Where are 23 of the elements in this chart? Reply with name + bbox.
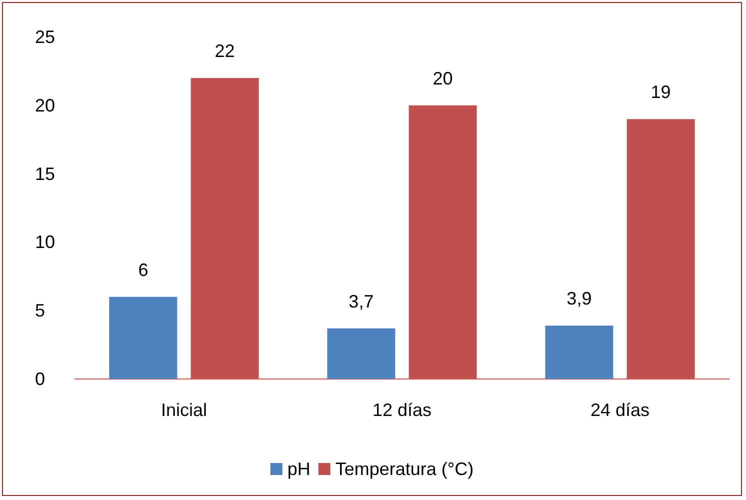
y-tick-label: 10 [35,232,56,252]
legend-label: pH [287,459,310,479]
data-label: 20 [432,68,453,88]
y-tick-label: 15 [35,164,56,184]
bar [109,296,178,379]
data-label: 3,7 [348,291,374,312]
y-tick-label: 5 [35,300,46,321]
x-tick-label: 24 días [590,400,650,420]
legend-label: Temperatura (°C) [335,459,474,479]
y-tick-label: 20 [35,95,56,116]
data-label: 22 [214,41,235,62]
x-tick-label: Inicial [160,400,208,420]
y-tick-label: 0 [35,369,46,389]
bar [190,78,259,379]
x-tick-label: 12 días [372,400,432,420]
bar [545,326,614,379]
y-tick-label: 25 [35,27,56,47]
bar [408,105,477,379]
bar [327,328,396,379]
bar [626,119,695,379]
data-label: 6 [138,260,148,280]
data-label: 19 [650,82,671,102]
data-label: 3,9 [566,288,592,309]
